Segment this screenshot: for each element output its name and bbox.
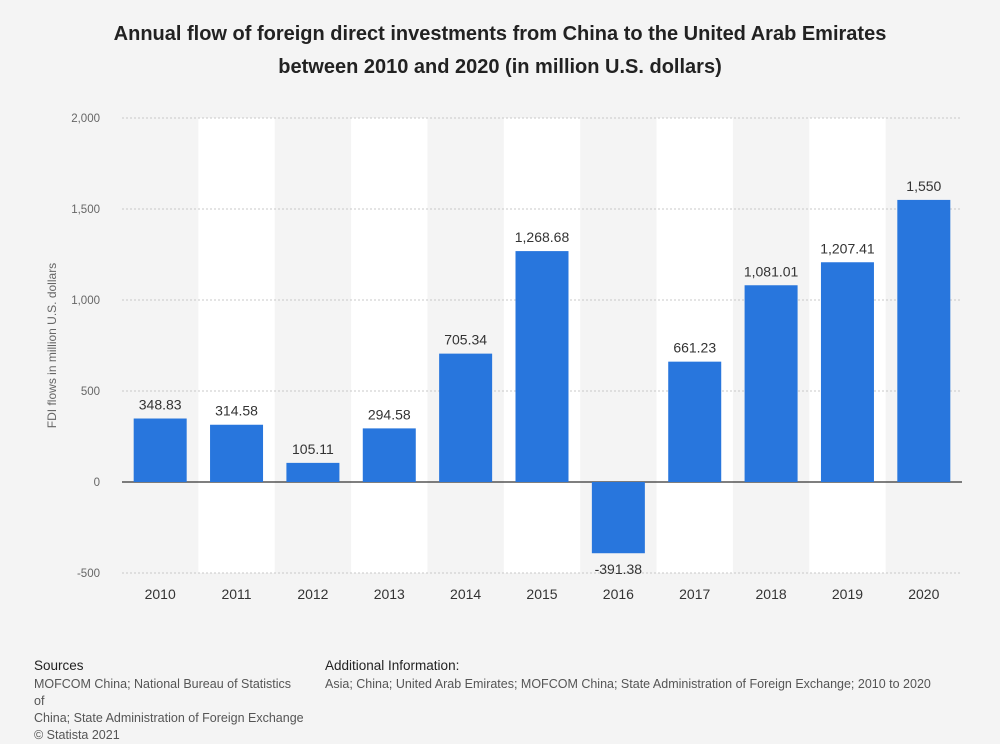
- x-tick-label: 2019: [832, 586, 863, 602]
- chart-title: Annual flow of foreign direct investment…: [60, 18, 940, 84]
- copyright: © Statista 2021: [34, 728, 120, 742]
- sources-line: MOFCOM China; National Bureau of Statist…: [34, 677, 292, 708]
- bar: [515, 251, 569, 482]
- x-tick-label: 2011: [221, 586, 251, 602]
- y-tick-label: 0: [94, 477, 100, 489]
- y-tick-label: 1,500: [71, 204, 100, 216]
- column-band: [656, 118, 733, 573]
- data-label: 314.58: [215, 403, 258, 419]
- additional-info-title: Additional Information:: [325, 658, 460, 673]
- y-tick-label: 2,000: [71, 113, 100, 125]
- bar: [439, 353, 493, 482]
- data-label: 348.83: [139, 397, 182, 413]
- y-axis-label: FDI flows in million U.S. dollars: [45, 263, 59, 428]
- x-tick-label: 2010: [145, 586, 176, 602]
- x-tick-label: 2017: [679, 586, 710, 602]
- chart-title-line-1: Annual flow of foreign direct investment…: [113, 23, 887, 45]
- bar: [133, 418, 187, 482]
- data-label: 661.23: [673, 340, 716, 356]
- additional-info-block: Additional Information: Asia; China; Uni…: [325, 657, 965, 693]
- x-tick-label: 2014: [450, 586, 481, 602]
- y-tick-label: -500: [77, 568, 100, 580]
- x-tick-label: 2018: [756, 586, 787, 602]
- data-label: -391.38: [595, 561, 643, 577]
- y-tick-label: 1,000: [71, 295, 100, 307]
- additional-info-text: Asia; China; United Arab Emirates; MOFCO…: [325, 677, 931, 691]
- data-label: 1,268.68: [515, 229, 570, 245]
- x-tick-label: 2013: [374, 586, 405, 602]
- x-tick-label: 2016: [603, 586, 634, 602]
- sources-line: China; State Administration of Foreign E…: [34, 711, 304, 725]
- sources-title: Sources: [34, 658, 84, 673]
- bar: [668, 361, 722, 482]
- data-label: 1,207.41: [820, 240, 875, 256]
- y-tick-label: 500: [81, 386, 100, 398]
- bar: [591, 482, 645, 554]
- data-label: 1,550: [906, 178, 941, 194]
- data-label: 1,081.01: [744, 263, 799, 279]
- column-band: [198, 118, 275, 573]
- bar: [362, 428, 416, 482]
- sources-block: Sources MOFCOM China; National Bureau of…: [34, 657, 304, 744]
- column-band: [351, 118, 428, 573]
- x-tick-label: 2015: [526, 586, 557, 602]
- data-label: 294.58: [368, 406, 411, 422]
- bar: [897, 199, 951, 482]
- data-label: 705.34: [444, 332, 487, 348]
- chart-title-line-2: between 2010 and 2020 (in million U.S. d…: [278, 56, 722, 78]
- data-label: 105.11: [292, 441, 334, 457]
- bar-chart: -500 0 500 1,000 1,500 2,000 FDI flows in mill…: [45, 113, 962, 602]
- bar: [286, 462, 340, 482]
- bar: [210, 424, 264, 482]
- bar: [820, 262, 874, 482]
- x-tick-label: 2020: [908, 586, 939, 602]
- bar: [744, 285, 798, 482]
- x-tick-label: 2012: [297, 586, 328, 602]
